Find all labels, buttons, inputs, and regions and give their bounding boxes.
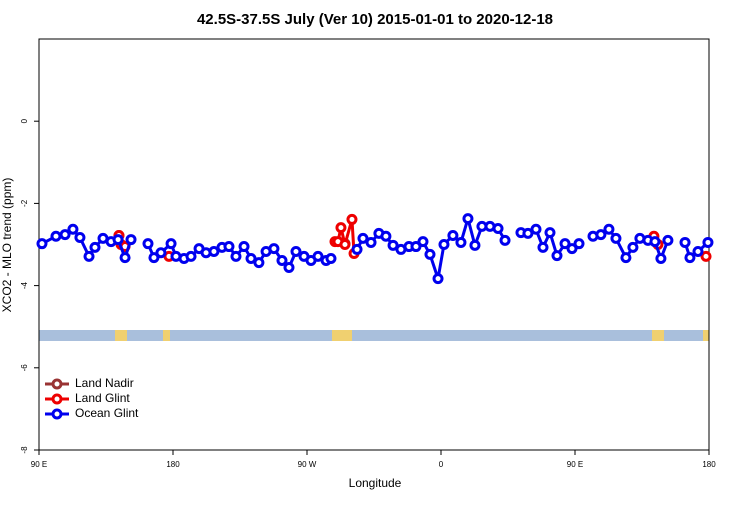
x-axis-label: Longitude: [349, 476, 402, 490]
x-tick-label: 90 E: [31, 460, 47, 469]
data-point: [253, 257, 265, 269]
data-point: [36, 238, 48, 250]
data-point: [185, 250, 197, 262]
legend-swatch-point: [51, 393, 63, 405]
data-point: [692, 245, 704, 257]
data-point: [112, 234, 124, 246]
land-ocean-strip: [39, 330, 709, 341]
x-tick-label: 90 E: [567, 460, 583, 469]
data-point: [50, 230, 62, 242]
data-point: [125, 234, 137, 246]
data-point: [595, 229, 607, 241]
data-point: [499, 234, 511, 246]
land-patch: [115, 330, 127, 341]
data-point: [455, 236, 467, 248]
data-point: [59, 229, 71, 241]
data-point: [89, 241, 101, 253]
data-point: [83, 250, 95, 262]
data-point: [537, 241, 549, 253]
data-point: [684, 252, 696, 264]
data-point: [148, 252, 160, 264]
data-point: [469, 239, 481, 251]
data-point: [417, 236, 429, 248]
data-point: [165, 238, 177, 250]
data-point: [662, 234, 674, 246]
y-tick-label: 0: [20, 118, 29, 123]
data-point: [447, 229, 459, 241]
data-point: [410, 241, 422, 253]
x-tick-label: 180: [166, 460, 180, 469]
data-point: [432, 273, 444, 285]
data-point: [380, 230, 392, 242]
legend-label: Land Nadir: [75, 376, 134, 390]
data-point: [566, 243, 578, 255]
x-tick-label: 180: [702, 460, 716, 469]
data-point: [573, 238, 585, 250]
data-point: [492, 222, 504, 234]
data-point: [230, 250, 242, 262]
data-point: [438, 239, 450, 250]
y-tick-label: -6: [20, 364, 29, 372]
data-point: [387, 239, 399, 251]
data-point: [276, 255, 288, 267]
data-point: [339, 239, 351, 250]
data-point: [424, 248, 436, 260]
data-point: [462, 213, 474, 225]
data-point: [312, 250, 324, 262]
data-point: [142, 238, 154, 250]
data-point: [610, 232, 622, 244]
legend-label: Ocean Glint: [75, 406, 139, 420]
data-point: [679, 236, 691, 248]
data-point: [700, 250, 712, 262]
data-point: [551, 250, 563, 262]
data-point: [155, 247, 167, 259]
data-point: [544, 227, 556, 239]
data-point: [335, 222, 347, 234]
land-patch: [332, 330, 352, 341]
data-point: [346, 213, 358, 225]
data-point: [559, 238, 571, 250]
data-point: [649, 236, 661, 248]
data-point: [283, 262, 295, 274]
data-point: [357, 232, 369, 244]
legend-swatch-point: [51, 408, 63, 420]
data-point: [351, 243, 363, 255]
data-point: [522, 227, 534, 239]
data-point: [655, 252, 667, 264]
data-point: [530, 223, 542, 235]
chart-title: 42.5S-37.5S July (Ver 10) 2015-01-01 to …: [197, 11, 553, 28]
land-patch: [703, 330, 709, 341]
data-point: [627, 241, 639, 253]
y-tick-label: -8: [20, 446, 29, 454]
data-point: [245, 252, 257, 264]
data-point: [702, 236, 714, 248]
data-point: [223, 241, 235, 253]
ocean-strip: [39, 330, 709, 341]
data-point: [290, 245, 302, 257]
x-tick-label: 0: [439, 460, 444, 469]
data-point: [365, 236, 377, 248]
data-point: [238, 241, 250, 253]
y-axis-label: XCO2 - MLO trend (ppm): [0, 178, 14, 313]
land-patch: [163, 330, 170, 341]
legend-swatch-point: [51, 378, 63, 390]
data-point: [119, 252, 131, 264]
y-tick-label: -2: [20, 199, 29, 207]
legend-label: Land Glint: [75, 391, 130, 405]
data-point: [603, 223, 615, 235]
data-point: [74, 232, 86, 244]
land-patch: [652, 330, 664, 341]
data-point: [67, 223, 79, 235]
data-point: [208, 245, 220, 257]
data-point: [325, 252, 337, 264]
data-point: [620, 252, 632, 264]
data-point: [268, 243, 280, 255]
y-tick-label: -4: [20, 281, 29, 289]
x-tick-label: 90 W: [298, 460, 317, 469]
